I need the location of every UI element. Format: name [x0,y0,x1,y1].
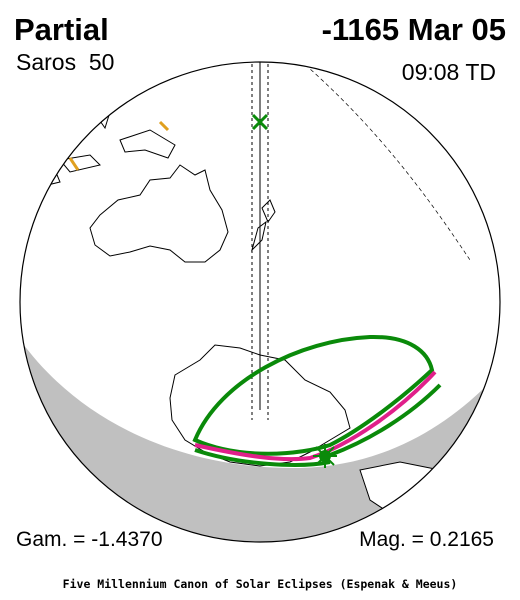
greatest-eclipse-marker [251,113,269,131]
land-highlight [68,120,170,171]
eclipse-date: -1165 Mar 05 [322,12,506,47]
saros: Saros 50 [16,49,114,75]
land-highlight [429,483,471,500]
gamma: Gam. = -1.4370 [16,528,163,551]
credit: Five Millennium Canon of Solar Eclipses … [63,577,458,591]
sub-solar-marker [313,444,337,468]
land [89,164,229,263]
land [359,461,491,531]
globe-outline [19,61,501,543]
globe [20,62,500,542]
magnitude: Mag. = 0.2165 [359,528,494,551]
eclipse-time: 09:08 TD [402,59,496,85]
eclipse-type: Partial [14,12,109,47]
land [251,199,276,252]
max-eclipse-line [194,370,437,462]
eclipse-limit [194,383,442,467]
eclipse-limit [192,334,435,456]
